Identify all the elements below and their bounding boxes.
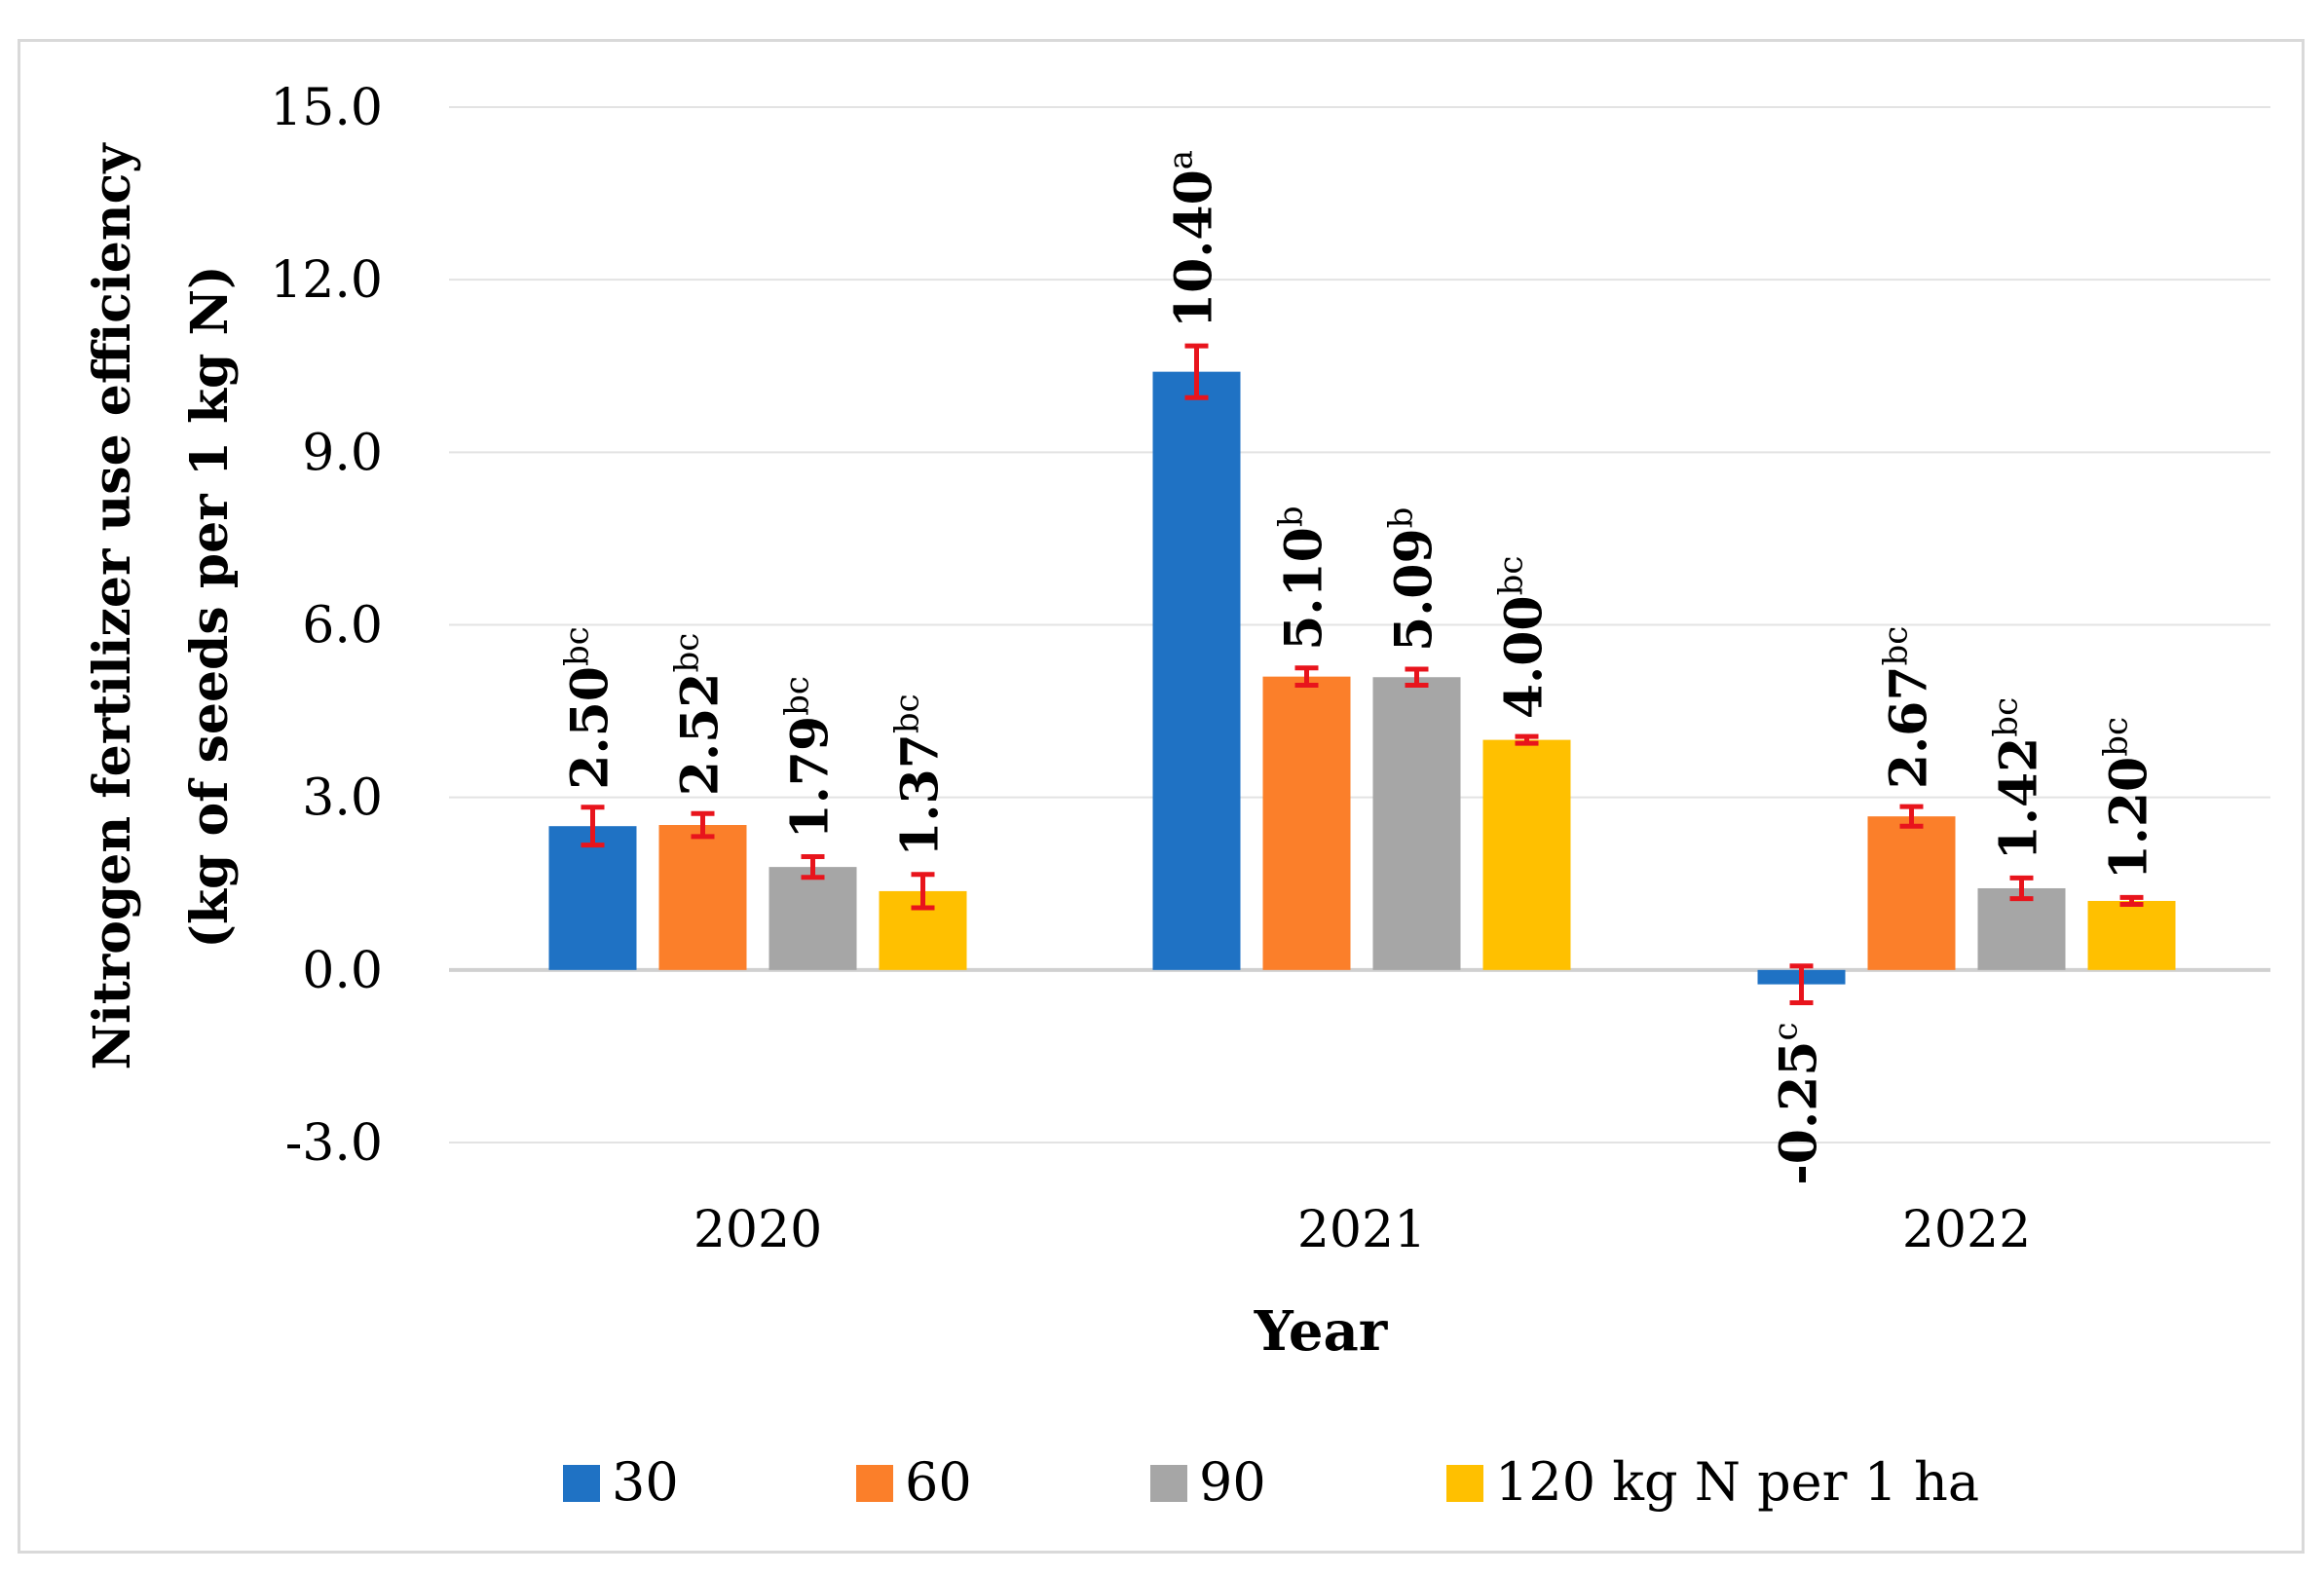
bar-90-2022 [1977, 887, 2066, 970]
y-axis-ticks: -3.0 0.0 3.0 6.0 9.0 12.0 15.0 [270, 79, 383, 1173]
x-axis-title: Year [1254, 1299, 1389, 1364]
legend-label-90: 90 [1199, 1451, 1266, 1513]
data-label-text: 2.67bc [1877, 626, 1939, 789]
data-label: 2.50bc [558, 626, 620, 789]
data-label-text: 1.37bc [888, 693, 951, 856]
data-label-text: 5.09b [1382, 507, 1444, 652]
data-label: 2.67bc [1877, 626, 1939, 789]
y-tick-label: 6.0 [302, 597, 383, 656]
data-label-text: 5.10b [1272, 506, 1334, 650]
data-label-text: 2.52bc [668, 633, 731, 796]
bar-120-2021 [1482, 739, 1571, 970]
legend: 30 60 90 120 kg N per 1 ha [563, 1451, 1979, 1513]
x-axis-ticks: 2020 2021 2022 [693, 1201, 2031, 1259]
data-label-text: 1.42bc [1987, 697, 2049, 860]
bar-60-2020 [658, 825, 747, 970]
bar-30-2020 [548, 826, 637, 970]
legend-swatch-60 [856, 1465, 893, 1502]
x-tick-label: 2020 [693, 1201, 822, 1259]
legend-swatch-90 [1150, 1465, 1187, 1502]
y-axis-title-line1: Nitrogen fertilizer use efficiency [83, 142, 142, 1070]
legend-label-60: 60 [905, 1451, 972, 1513]
data-label-text: -0.25c [1767, 1022, 1829, 1184]
data-label: 1.42bc [1987, 697, 2049, 860]
legend-swatch-30 [563, 1465, 600, 1502]
data-label: 2.52bc [668, 633, 731, 796]
bars [548, 371, 2176, 985]
bar-60-2021 [1262, 676, 1351, 970]
gridlines [449, 106, 2270, 1143]
x-tick-label: 2022 [1902, 1201, 2031, 1259]
chart-frame: -3.0 0.0 3.0 6.0 9.0 12.0 15.0 2.50bc 2.52bc 1.7… [18, 39, 2305, 1554]
y-tick-label: 3.0 [302, 769, 383, 828]
bar-120-2022 [2087, 900, 2176, 970]
bar-60-2022 [1867, 816, 1956, 970]
bar-chart: -3.0 0.0 3.0 6.0 9.0 12.0 15.0 2.50bc 2.52bc 1.7… [83, 79, 2270, 1513]
y-tick-label: -3.0 [285, 1114, 383, 1173]
error-bars [581, 343, 2144, 1005]
data-label: 10.40a [1162, 150, 1224, 328]
data-label-text: 4.00bc [1492, 556, 1555, 719]
legend-label-30: 30 [612, 1451, 679, 1513]
data-label: 5.09b [1382, 507, 1444, 652]
y-axis-title-line2: (kg of seeds per 1 kg N) [180, 265, 240, 948]
bar-90-2020 [768, 867, 857, 970]
data-label: 1.20bc [2097, 717, 2159, 880]
bar-90-2021 [1372, 677, 1461, 970]
x-tick-label: 2021 [1297, 1201, 1426, 1259]
data-label: 5.10b [1272, 506, 1334, 650]
data-label-text: 1.20bc [2097, 717, 2159, 880]
data-label-text: 1.79bc [778, 676, 841, 839]
y-tick-label: 9.0 [302, 424, 383, 482]
legend-label-120: 120 kg N per 1 ha [1495, 1451, 1979, 1513]
legend-swatch-120 [1446, 1465, 1483, 1502]
y-tick-label: 12.0 [270, 251, 383, 310]
data-label: 4.00bc [1492, 556, 1555, 719]
data-labels: 2.50bc 2.52bc 1.79bc 1.37bc 10.40a 5.10b 5.09b… [558, 150, 2159, 1185]
data-label-text: 10.40a [1162, 150, 1224, 328]
y-axis-title: Nitrogen fertilizer use efficiency (kg o… [83, 142, 240, 1070]
data-label: 1.37bc [888, 693, 951, 856]
data-label: 1.79bc [778, 676, 841, 839]
bar-30-2021 [1152, 371, 1241, 970]
y-tick-label: 0.0 [302, 942, 383, 1000]
y-tick-label: 15.0 [270, 79, 383, 137]
data-label: -0.25c [1767, 1022, 1829, 1184]
data-label-text: 2.50bc [558, 626, 620, 789]
